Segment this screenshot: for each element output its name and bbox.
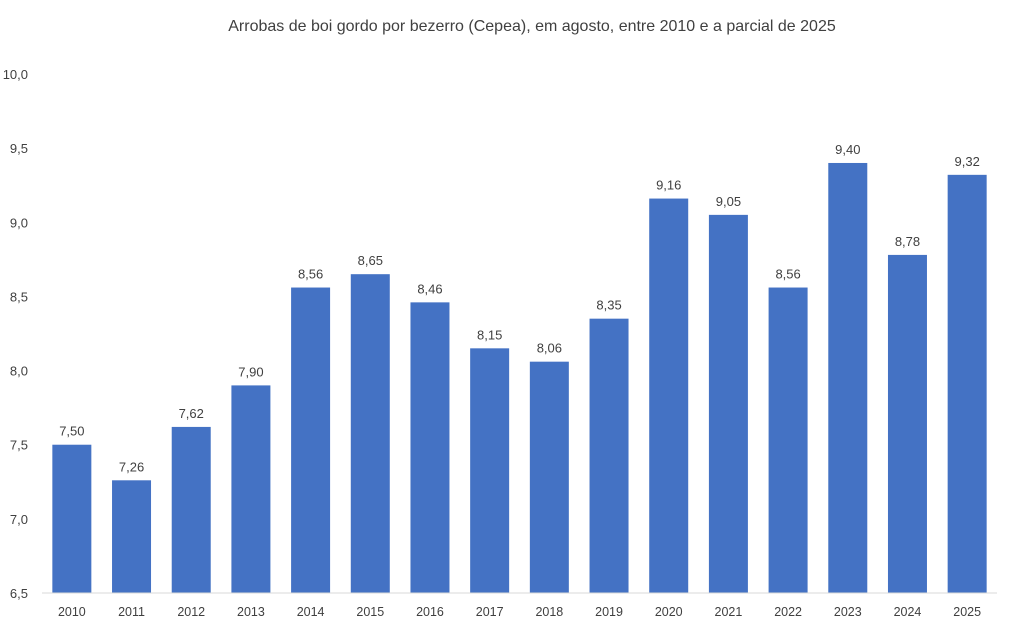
data-label: 8,78 [895,234,920,249]
data-label: 9,16 [656,178,681,193]
x-tick-label: 2011 [118,605,145,619]
y-tick-label: 7,5 [10,438,28,453]
data-label: 8,06 [537,341,562,356]
bar-2015 [350,274,390,593]
data-label: 7,50 [59,424,84,439]
x-tick-label: 2019 [595,605,623,619]
x-tick-label: 2018 [535,605,563,619]
bar-2024 [887,254,927,593]
bar-2011 [112,480,152,593]
data-label: 9,32 [955,154,980,169]
bar-2023 [828,162,868,593]
y-tick-label: 9,0 [10,215,28,230]
bar-2022 [768,287,808,593]
bar-2021 [708,214,748,593]
bar-2016 [410,302,450,593]
y-tick-label: 8,0 [10,364,28,379]
chart-title: Arrobas de boi gordo por bezerro (Cepea)… [228,18,836,35]
x-tick-label: 2015 [356,605,384,619]
bar-2012 [171,426,211,593]
bar-2020 [649,198,689,593]
x-tick-label: 2010 [58,605,86,619]
data-label: 7,62 [179,406,204,421]
data-label: 8,56 [298,267,323,282]
x-tick-label: 2024 [894,605,922,619]
y-tick-label: 6,5 [10,586,28,601]
data-label: 8,65 [358,253,383,268]
x-tick-label: 2012 [177,605,205,619]
x-tick-label: 2021 [715,605,743,619]
x-tick-label: 2020 [655,605,683,619]
x-tick-label: 2014 [297,605,325,619]
bar-2025 [947,174,987,593]
x-tick-label: 2017 [476,605,504,619]
data-label: 9,05 [716,194,741,209]
y-tick-label: 10,0 [3,67,28,82]
data-label: 8,35 [596,298,621,313]
bar-2013 [231,385,271,593]
bar-2019 [589,318,629,593]
x-tick-label: 2023 [834,605,862,619]
data-label: 8,46 [417,281,442,296]
data-label: 8,15 [477,327,502,342]
y-tick-label: 7,0 [10,512,28,527]
data-label: 8,56 [775,267,800,282]
x-tick-label: 2022 [774,605,802,619]
data-label: 7,90 [238,364,263,379]
y-tick-label: 8,5 [10,289,28,304]
x-tick-label: 2016 [416,605,444,619]
bar-2014 [291,287,331,593]
bar-2010 [52,444,92,593]
x-tick-label: 2013 [237,605,265,619]
x-tick-label: 2025 [953,605,981,619]
data-label: 9,40 [835,142,860,157]
data-label: 7,26 [119,459,144,474]
bar-2018 [529,361,569,593]
bar-2017 [470,348,510,593]
y-tick-label: 9,5 [10,141,28,156]
